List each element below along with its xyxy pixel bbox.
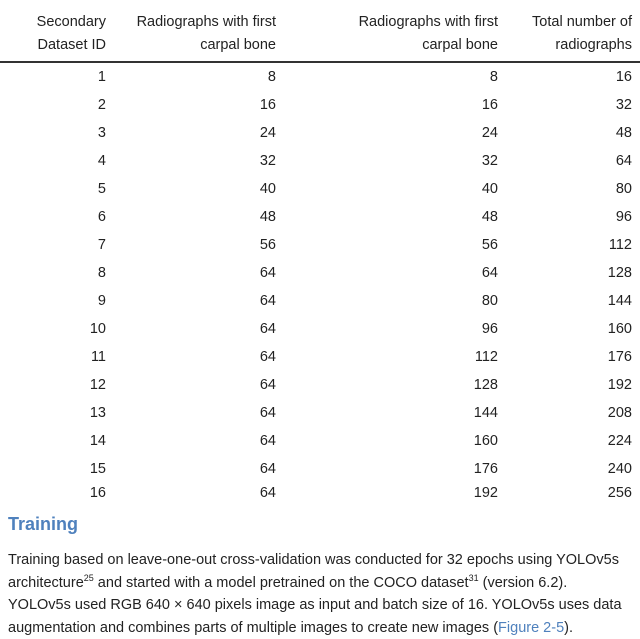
table-cell: 176 xyxy=(284,455,506,483)
header-line: Radiographs with first xyxy=(114,11,276,34)
table-cell: 64 xyxy=(114,427,284,455)
table-cell: 256 xyxy=(506,483,640,503)
header-line: radiographs xyxy=(506,34,632,57)
text-line: architecture25 and started with a model … xyxy=(8,572,640,595)
table-cell: 240 xyxy=(506,455,640,483)
table-cell: 224 xyxy=(506,427,640,455)
table-cell: 13 xyxy=(0,399,114,427)
table-cell: 176 xyxy=(506,343,640,371)
table-cell: 64 xyxy=(114,287,284,315)
table-cell: 48 xyxy=(284,203,506,231)
table-cell: 7 xyxy=(0,231,114,259)
table-cell: 48 xyxy=(506,119,640,147)
table-cell: 96 xyxy=(284,315,506,343)
table-cell: 64 xyxy=(114,315,284,343)
table-cell: 208 xyxy=(506,399,640,427)
text-line: Training based on leave-one-out cross-va… xyxy=(8,549,640,572)
table-cell: 11 xyxy=(0,343,114,371)
table-cell: 128 xyxy=(284,371,506,399)
table-cell: 4 xyxy=(0,147,114,175)
table-cell: 3 xyxy=(0,119,114,147)
table-cell: 32 xyxy=(284,147,506,175)
table-cell: 2 xyxy=(0,91,114,119)
table-cell: 144 xyxy=(284,399,506,427)
table-cell: 8 xyxy=(284,62,506,91)
table-cell: 5 xyxy=(0,175,114,203)
table-cell: 64 xyxy=(506,147,640,175)
table-cell: 32 xyxy=(506,91,640,119)
table-cell: 80 xyxy=(506,175,640,203)
table-cell: 80 xyxy=(284,287,506,315)
table-cell: 40 xyxy=(284,175,506,203)
table-cell: 16 xyxy=(114,91,284,119)
table-cell: 160 xyxy=(284,427,506,455)
table-cell: 192 xyxy=(284,483,506,503)
table-cell: 14 xyxy=(0,427,114,455)
table-cell: 112 xyxy=(284,343,506,371)
table-cell: 1 xyxy=(0,62,114,91)
header-line: carpal bone xyxy=(284,34,498,57)
table-cell: 15 xyxy=(0,455,114,483)
header-line: Total number of xyxy=(506,11,632,34)
table-cell: 64 xyxy=(284,259,506,287)
table-cell: 56 xyxy=(114,231,284,259)
header-line: Secondary xyxy=(0,11,106,34)
table-cell: 192 xyxy=(506,371,640,399)
table-cell: 16 xyxy=(506,62,640,91)
table-cell: 32 xyxy=(114,147,284,175)
header-line: Radiographs with first xyxy=(284,11,498,34)
table-cell: 12 xyxy=(0,371,114,399)
table-cell: 9 xyxy=(0,287,114,315)
table-cell: 64 xyxy=(114,343,284,371)
table-cell: 160 xyxy=(506,315,640,343)
text-line: YOLOv5s used RGB 640 × 640 pixels image … xyxy=(8,594,640,617)
table-cell: 6 xyxy=(0,203,114,231)
table-cell: 16 xyxy=(284,91,506,119)
table-cell: 16 xyxy=(0,483,114,503)
figure-link[interactable]: Figure 2-5 xyxy=(498,620,564,636)
header-line: Dataset ID xyxy=(0,34,106,57)
table-cell: 96 xyxy=(506,203,640,231)
table-cell: 64 xyxy=(114,399,284,427)
table-cell: 40 xyxy=(114,175,284,203)
table-cell: 24 xyxy=(114,119,284,147)
table-cell: 64 xyxy=(114,259,284,287)
table-cell: 56 xyxy=(284,231,506,259)
table-cell: 10 xyxy=(0,315,114,343)
table-cell: 64 xyxy=(114,455,284,483)
section-heading: Training xyxy=(8,514,78,535)
table-cell: 8 xyxy=(114,62,284,91)
table-cell: 8 xyxy=(0,259,114,287)
table-cell: 24 xyxy=(284,119,506,147)
table-cell: 128 xyxy=(506,259,640,287)
table-cell: 144 xyxy=(506,287,640,315)
table-cell: 48 xyxy=(114,203,284,231)
text-line: augmentation and combines parts of multi… xyxy=(8,617,640,639)
table-cell: 64 xyxy=(114,483,284,503)
table-cell: 64 xyxy=(114,371,284,399)
header-line: carpal bone xyxy=(114,34,276,57)
table-cell: 112 xyxy=(506,231,640,259)
